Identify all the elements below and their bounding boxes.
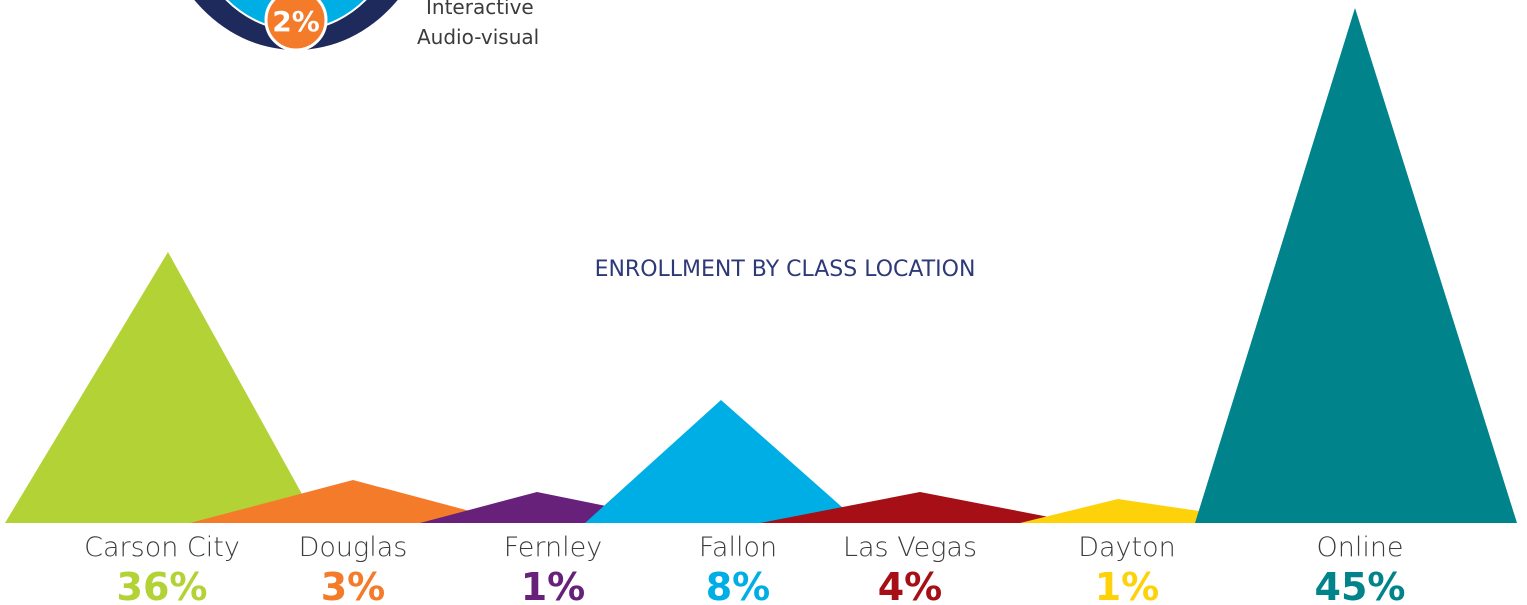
location-percent: 4% <box>878 565 943 605</box>
location-percent: 1% <box>521 565 586 605</box>
location-name: Las Vegas <box>843 532 977 563</box>
location-name: Dayton <box>1078 532 1176 563</box>
triangle <box>585 400 860 523</box>
location-percent: 36% <box>117 565 208 605</box>
location-percent: 1% <box>1095 565 1160 605</box>
triangle <box>1195 8 1517 523</box>
location-name: Online <box>1316 532 1403 563</box>
badge-circle <box>264 0 328 52</box>
badge-text: 2% <box>272 5 320 38</box>
triangles <box>5 8 1517 523</box>
location-name: Fallon <box>699 532 777 563</box>
triangle <box>5 252 318 523</box>
label: Interactive <box>426 0 534 19</box>
location-percent: 8% <box>706 565 771 605</box>
label: Audio-visual <box>417 25 539 49</box>
labels: Carson City36%Douglas3%Fernley1%Fallon8%… <box>84 532 1405 605</box>
location-name: Douglas <box>299 532 408 563</box>
triangle <box>760 492 1080 523</box>
title: ENROLLMENT BY CLASS LOCATION <box>595 257 976 282</box>
top-graphic: 2% Interactive Audio-visual <box>194 0 539 52</box>
location-percent: 3% <box>321 565 386 605</box>
location-name: Fernley <box>504 532 603 563</box>
triangle <box>190 480 515 523</box>
location-name: Carson City <box>84 532 240 563</box>
location-percent: 45% <box>1315 565 1406 605</box>
